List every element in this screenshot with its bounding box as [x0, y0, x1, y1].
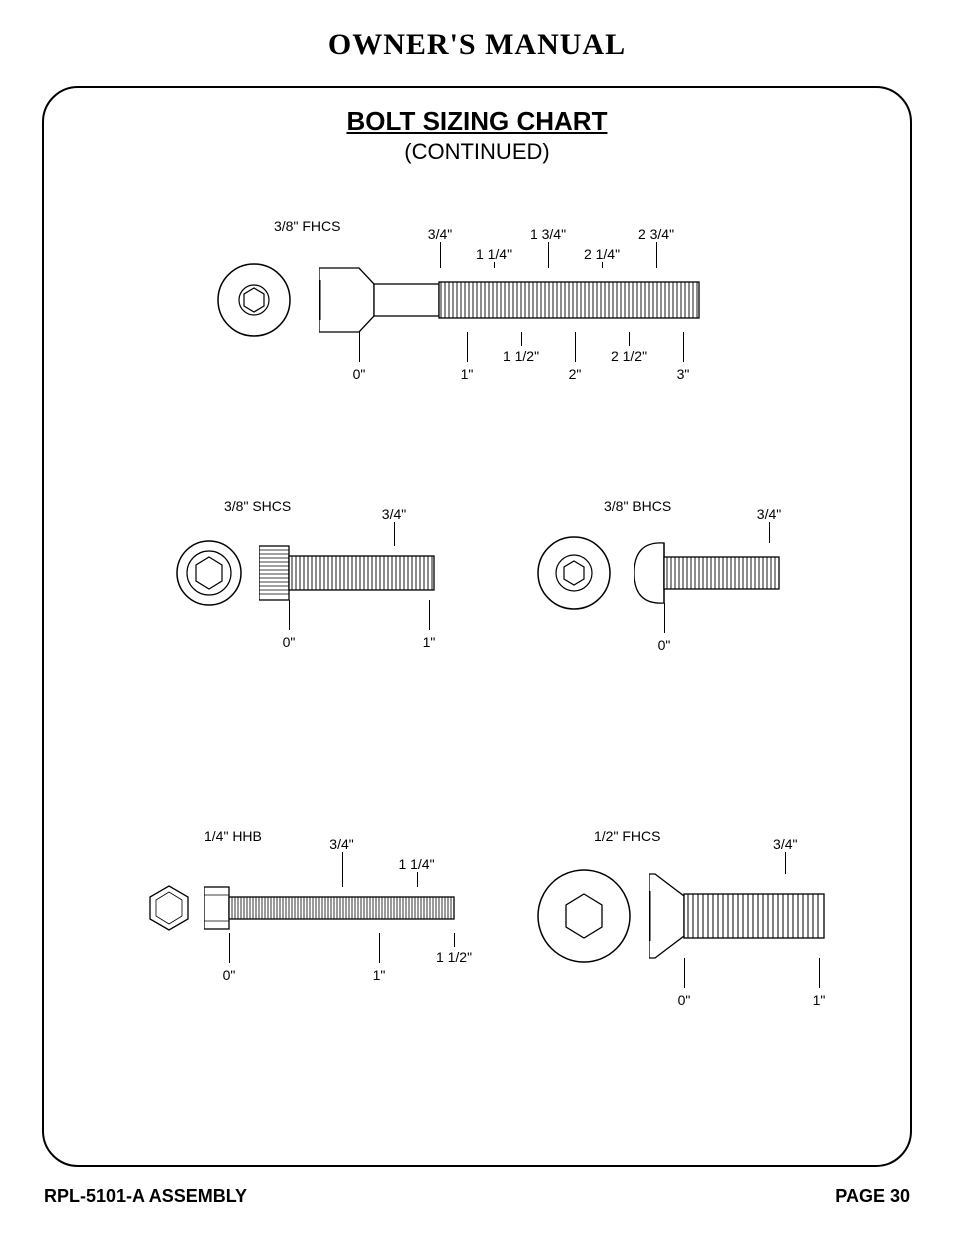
bolt-label: 3/8" BHCS	[604, 498, 671, 514]
measure-label: 3/4"	[420, 226, 460, 242]
measure-label: 2 3/4"	[636, 226, 676, 242]
measure-label: 1"	[359, 967, 399, 983]
bolt-label: 3/8" SHCS	[224, 498, 291, 514]
footer: RPL-5101-A ASSEMBLY PAGE 30	[44, 1186, 910, 1207]
hhb-top-view-icon	[144, 883, 194, 933]
measure-label: 0"	[644, 637, 684, 653]
tick-icon	[548, 242, 549, 268]
measure-label: 1 1/2"	[434, 949, 474, 965]
hhb-side-view-icon	[204, 883, 464, 933]
shcs-top-view-icon	[174, 538, 244, 608]
bolt-label: 3/8" FHCS	[274, 218, 340, 234]
tick-icon	[683, 332, 684, 362]
tick-icon	[521, 332, 522, 346]
measure-label: 3/4"	[322, 836, 362, 852]
chart-title: BOLT SIZING CHART	[44, 106, 910, 137]
fhcs12-top-view-icon	[534, 866, 634, 966]
measure-label: 0"	[209, 967, 249, 983]
tick-icon	[819, 958, 820, 988]
bolt-fhcs-12: 1/2" FHCS 3/4" 0" 1"	[534, 828, 844, 1008]
measure-label: 3/4"	[374, 506, 414, 522]
bolt-hhb-14: 1/4" HHB 3/4" 1 1/4" 0" 1" 1 1/2"	[144, 828, 484, 1008]
shcs-side-view-icon	[259, 538, 459, 608]
bolt-fhcs-38: 3/8" FHCS 3/4"1 3/4"2 3/4"1 1/4"2	[214, 218, 744, 408]
tick-icon	[359, 332, 360, 362]
tick-icon	[342, 852, 343, 887]
measure-label: 2 1/2"	[609, 348, 649, 364]
measure-label: 1 1/4"	[474, 246, 514, 262]
measure-label: 1"	[447, 366, 487, 382]
tick-icon	[379, 933, 380, 963]
measure-label: 0"	[664, 992, 704, 1008]
title-block: BOLT SIZING CHART (CONTINUED)	[44, 106, 910, 165]
tick-icon	[664, 603, 665, 633]
tick-icon	[494, 262, 495, 268]
bolt-label: 1/4" HHB	[204, 828, 262, 844]
content-frame: BOLT SIZING CHART (CONTINUED) 3/8" FHCS	[42, 86, 912, 1167]
measure-label: 1 1/2"	[501, 348, 541, 364]
measure-label: 3/4"	[749, 506, 789, 522]
footer-left: RPL-5101-A ASSEMBLY	[44, 1186, 247, 1207]
tick-icon	[440, 242, 441, 268]
manual-header: OWNER'S MANUAL	[0, 0, 954, 80]
bolt-bhcs-38: 3/8" BHCS 3/4" 0"	[534, 498, 824, 668]
measure-label: 1 3/4"	[528, 226, 568, 242]
measure-label: 0"	[339, 366, 379, 382]
tick-icon	[229, 933, 230, 963]
tick-icon	[454, 933, 455, 947]
tick-icon	[417, 872, 418, 887]
measure-label: 0"	[269, 634, 309, 650]
tick-icon	[656, 242, 657, 268]
tick-icon	[769, 522, 770, 543]
tick-icon	[429, 600, 430, 630]
measure-label: 1 1/4"	[397, 856, 437, 872]
fhcs-top-view-icon	[214, 260, 294, 340]
measure-label: 1"	[409, 634, 449, 650]
chart-subtitle: (CONTINUED)	[44, 139, 910, 165]
bolt-label: 1/2" FHCS	[594, 828, 660, 844]
tick-icon	[602, 262, 603, 268]
tick-icon	[684, 958, 685, 988]
measure-label: 1"	[799, 992, 839, 1008]
footer-right: PAGE 30	[835, 1186, 910, 1207]
bhcs-top-view-icon	[534, 533, 614, 613]
bhcs-side-view-icon	[634, 533, 804, 613]
tick-icon	[575, 332, 576, 362]
tick-icon	[785, 852, 786, 874]
tick-icon	[467, 332, 468, 362]
measure-label: 2 1/4"	[582, 246, 622, 262]
tick-icon	[629, 332, 630, 346]
bolt-shcs-38: 3/8" SHCS 3/4" 0" 1"	[174, 498, 474, 668]
measure-label: 2"	[555, 366, 595, 382]
measure-label: 3/4"	[765, 836, 805, 852]
fhcs-side-view-icon	[319, 260, 719, 340]
measure-label: 3"	[663, 366, 703, 382]
fhcs12-side-view-icon	[649, 866, 839, 966]
tick-icon	[289, 600, 290, 630]
tick-icon	[394, 522, 395, 546]
page: OWNER'S MANUAL BOLT SIZING CHART (CONTIN…	[0, 0, 954, 1235]
